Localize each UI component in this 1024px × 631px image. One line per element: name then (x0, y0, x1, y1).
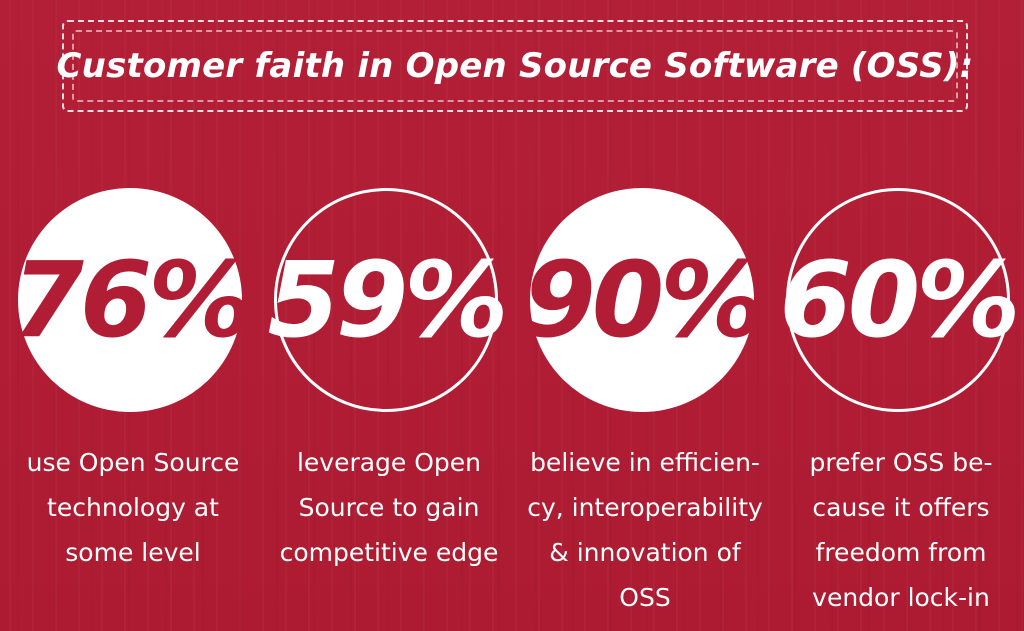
stat-description-1-line-3: some level (65, 538, 201, 567)
stat-circle-4 (786, 188, 1010, 412)
stat-description-3-line-2: cy, interoperability (527, 493, 763, 522)
stat-description-3-line-3: & innovation of (549, 538, 741, 567)
stat-description-2-line-1: leverage Open (296, 448, 482, 477)
stat-description-1: use Open Source technology at some level (8, 440, 258, 575)
stat-description-2-line-3: competitive edge (279, 538, 499, 567)
stat-description-2-line-2: Source to gain (298, 493, 480, 522)
stat-description-4-line-3: freedom from (815, 538, 987, 567)
stat-description-3: believe in efficien- cy, interoperabilit… (520, 440, 770, 620)
stat-description-1-line-2: technology at (47, 493, 219, 522)
stat-description-4-line-4: vendor lock-in (812, 583, 990, 612)
stat-value-1: 76% (11, 239, 253, 361)
title-banner: Customer faith in Open Source Software (… (57, 20, 973, 112)
stat-description-3-line-4: OSS (619, 583, 671, 612)
page-title: Customer faith in Open Source Software (… (56, 46, 974, 86)
title-banner-inner-border (72, 30, 958, 102)
stat-description-4: prefer OSS be- cause it offers freedom f… (776, 440, 1024, 620)
stat-description-4-line-1: prefer OSS be- (809, 448, 993, 477)
stat-value-2: 59% (267, 239, 509, 361)
stat-circle-3 (530, 188, 754, 412)
stat-value-3: 90% (523, 239, 765, 361)
stat-description-2: leverage Open Source to gain competitive… (264, 440, 514, 575)
stat-description-3-line-1: believe in efficien- (530, 448, 760, 477)
stat-circle-1 (18, 188, 242, 412)
stat-circle-2 (274, 188, 498, 412)
stat-value-4: 60% (779, 239, 1021, 361)
stat-description-4-line-2: cause it offers (812, 493, 990, 522)
stat-description-1-line-1: use Open Source (26, 448, 240, 477)
